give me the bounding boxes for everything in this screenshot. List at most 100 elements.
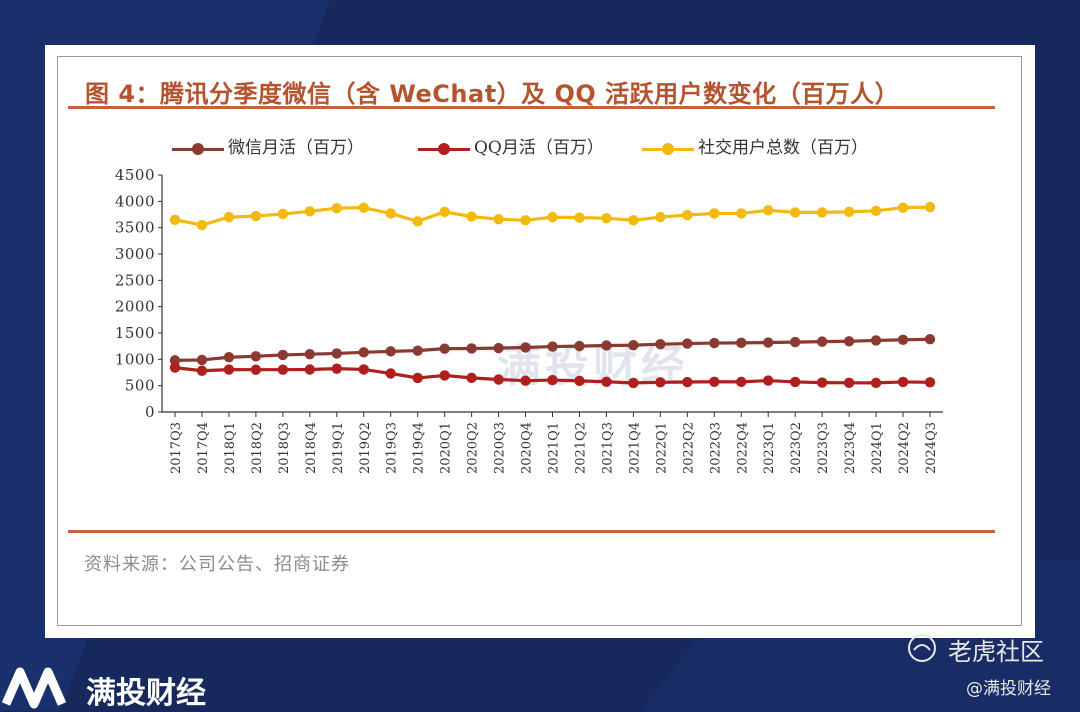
x-tick-label: 2017Q4 [196, 422, 211, 474]
data-point-2 [816, 207, 828, 218]
x-tick-label: 2020Q1 [439, 422, 454, 474]
data-point-0 [924, 334, 936, 345]
data-point-1 [816, 377, 828, 388]
data-point-0 [331, 348, 342, 359]
legend-item-qq: QQ月活（百万） [418, 133, 604, 158]
data-point-0 [250, 351, 262, 362]
x-tick-label: 2022Q1 [654, 422, 669, 474]
x-tick-label: 2018Q4 [304, 422, 319, 474]
data-point-0 [789, 336, 801, 348]
brand-logo-icon [1, 667, 67, 709]
data-point-0 [870, 335, 882, 346]
data-point-2 [628, 215, 639, 226]
tiger-logo-icon [908, 634, 936, 662]
data-point-1 [385, 368, 396, 379]
data-point-0 [628, 340, 639, 351]
data-point-1 [412, 372, 423, 384]
legend-item-wechat: 微信月活（百万） [172, 133, 364, 158]
x-tick-label: 2019Q4 [412, 422, 427, 474]
data-point-1 [628, 377, 639, 389]
x-tick-label: 2024Q1 [870, 422, 885, 474]
data-point-0 [816, 336, 828, 347]
brand-name: 满投财经 [86, 676, 206, 711]
data-point-2 [547, 211, 558, 223]
data-point-1 [493, 374, 504, 385]
data-point-1 [331, 363, 342, 374]
data-point-2 [520, 215, 531, 226]
x-tick-label: 2023Q1 [762, 422, 777, 474]
data-point-2 [385, 208, 396, 219]
data-point-1 [196, 365, 208, 376]
data-point-2 [277, 208, 289, 220]
data-point-0 [655, 338, 666, 350]
data-point-1 [520, 375, 531, 386]
data-point-2 [601, 212, 612, 224]
author-handle: @满投财经 [966, 679, 1051, 699]
data-point-0 [358, 347, 369, 358]
data-point-2 [358, 202, 369, 213]
x-tick-label: 2018Q3 [277, 422, 292, 474]
data-point-1 [466, 372, 477, 384]
data-point-0 [196, 354, 208, 366]
data-point-0 [223, 352, 235, 363]
x-tick-label: 2017Q3 [169, 422, 184, 474]
x-tick-label: 2023Q2 [789, 422, 804, 474]
data-point-0 [466, 343, 477, 354]
data-point-2 [196, 219, 208, 231]
y-tick-label: 0 [145, 403, 155, 421]
legend-swatch-social [642, 142, 694, 155]
data-point-0 [601, 340, 612, 351]
x-tick-label: 2022Q2 [681, 422, 696, 474]
data-point-2 [924, 201, 936, 213]
data-point-0 [277, 349, 289, 361]
data-point-0 [897, 334, 909, 345]
data-point-2 [843, 206, 855, 218]
x-tick-label: 2019Q3 [385, 422, 400, 474]
x-tick-label: 2023Q4 [843, 422, 858, 474]
x-tick-label: 2020Q3 [493, 422, 508, 474]
data-point-0 [520, 342, 531, 353]
data-point-1 [709, 376, 720, 387]
legend-label-social: 社交用户总数（百万） [698, 138, 868, 158]
x-tick-label: 2021Q4 [627, 422, 642, 474]
data-point-1 [223, 364, 235, 375]
title-rule [68, 106, 995, 109]
legend-swatch-qq [418, 142, 470, 155]
data-point-2 [412, 216, 423, 227]
x-tick-label: 2024Q2 [897, 422, 912, 474]
x-tick-label: 2019Q1 [331, 422, 346, 474]
data-point-1 [682, 376, 693, 388]
y-tick-label: 500 [125, 377, 155, 395]
x-tick-label: 2021Q2 [573, 422, 588, 474]
data-point-2 [870, 205, 882, 217]
data-point-1 [574, 375, 585, 387]
data-point-1 [924, 377, 936, 388]
data-point-2 [304, 206, 316, 217]
data-point-0 [574, 340, 585, 352]
legend-item-social: 社交用户总数（百万） [642, 133, 868, 158]
x-tick-label: 2018Q2 [250, 422, 265, 474]
data-point-0 [304, 348, 316, 360]
data-point-2 [763, 205, 774, 216]
data-point-1 [763, 375, 774, 386]
data-point-2 [439, 206, 450, 218]
y-tick-label: 3000 [115, 245, 155, 263]
data-point-1 [304, 364, 316, 375]
y-tick-label: 2000 [115, 298, 155, 316]
data-point-1 [736, 376, 747, 388]
x-tick-label: 2020Q2 [466, 422, 481, 474]
data-point-1 [655, 377, 666, 388]
x-tick-label: 2018Q1 [223, 422, 238, 474]
data-point-2 [897, 202, 909, 213]
data-point-0 [736, 337, 747, 349]
y-tick-label: 4500 [115, 166, 155, 184]
data-point-2 [789, 207, 801, 218]
data-point-0 [763, 337, 774, 348]
data-point-1 [789, 376, 801, 388]
legend-label-qq: QQ月活（百万） [474, 138, 604, 158]
data-point-2 [682, 209, 693, 221]
y-tick-label: 1000 [115, 350, 155, 368]
x-tick-label: 2024Q3 [924, 422, 939, 474]
data-point-0 [412, 345, 423, 356]
